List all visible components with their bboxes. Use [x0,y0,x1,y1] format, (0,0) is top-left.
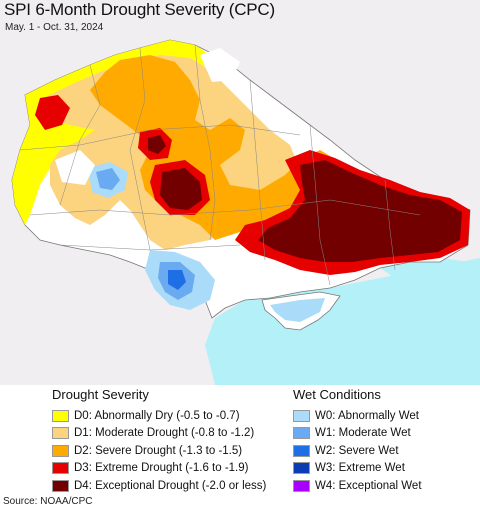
swatch-w0 [293,409,310,422]
swatch-d1 [52,427,69,440]
legend-label-w2: W2: Severe Wet [315,444,399,457]
legend-item-d3: D3: Extreme Drought (-1.6 to -1.9) [52,460,266,478]
d4-east [258,160,462,262]
legend-label-w1: W1: Moderate Wet [315,427,411,440]
legend-label-w4: W4: Exceptional Wet [315,479,422,492]
map-graphic [0,0,480,385]
map-title: SPI 6-Month Drought Severity (CPC) [4,0,275,19]
swatch-d2 [52,444,69,457]
drought-legend-heading: Drought Severity [52,387,149,402]
legend-label-d2: D2: Severe Drought (-1.3 to -1.5) [74,444,243,457]
legend-item-w0: W0: Abnormally Wet [293,407,422,425]
neutral-west-patch [55,150,95,185]
black-sea [205,258,480,385]
legend-label-d4: D4: Exceptional Drought (-2.0 or less) [74,479,267,492]
legend: Drought Severity D0: Abnormally Dry (-0.… [0,385,480,493]
legend-label-w3: W3: Extreme Wet [315,462,405,475]
crimea-wet [270,298,325,322]
wet-legend-heading: Wet Conditions [293,387,381,402]
legend-label-d3: D3: Extreme Drought (-1.6 to -1.9) [74,462,249,475]
sea-of-azov [380,258,480,285]
map-date-range: May. 1 - Oct. 31, 2024 [5,22,104,33]
swatch-d0 [52,409,69,422]
w1-west [96,168,120,190]
swatch-w4 [293,479,310,492]
drought-map: SPI 6-Month Drought Severity (CPC) May. … [0,0,480,385]
swatch-w2 [293,444,310,457]
swatch-w1 [293,427,310,440]
d4-north [148,135,166,154]
legend-label-d0: D0: Abnormally Dry (-0.5 to -0.7) [74,409,240,422]
swatch-w3 [293,462,310,475]
legend-item-d2: D2: Severe Drought (-1.3 to -1.5) [52,442,266,460]
legend-item-d0: D0: Abnormally Dry (-0.5 to -0.7) [52,407,266,425]
oblast-boundaries [19,44,421,286]
legend-item-w3: W3: Extreme Wet [293,460,422,478]
legend-item-d1: D1: Moderate Drought (-0.8 to -1.2) [52,425,266,443]
legend-label-d1: D1: Moderate Drought (-0.8 to -1.2) [74,427,255,440]
legend-item-w1: W1: Moderate Wet [293,425,422,443]
source-credit: Source: NOAA/CPC [3,496,93,507]
legend-item-w4: W4: Exceptional Wet [293,477,422,495]
swatch-d3 [52,462,69,475]
legend-item-d4: D4: Exceptional Drought (-2.0 or less) [52,477,266,495]
swatch-d4 [52,479,69,492]
w2-southwest [168,270,186,290]
wet-legend: Wet Conditions W0: Abnormally Wet W1: Mo… [293,387,422,495]
legend-label-w0: W0: Abnormally Wet [315,409,419,422]
neutral-north-patch [200,48,240,82]
d3-west-patch [35,95,70,130]
legend-item-w2: W2: Severe Wet [293,442,422,460]
drought-legend: Drought Severity D0: Abnormally Dry (-0.… [52,387,266,495]
d4-central [160,168,202,210]
